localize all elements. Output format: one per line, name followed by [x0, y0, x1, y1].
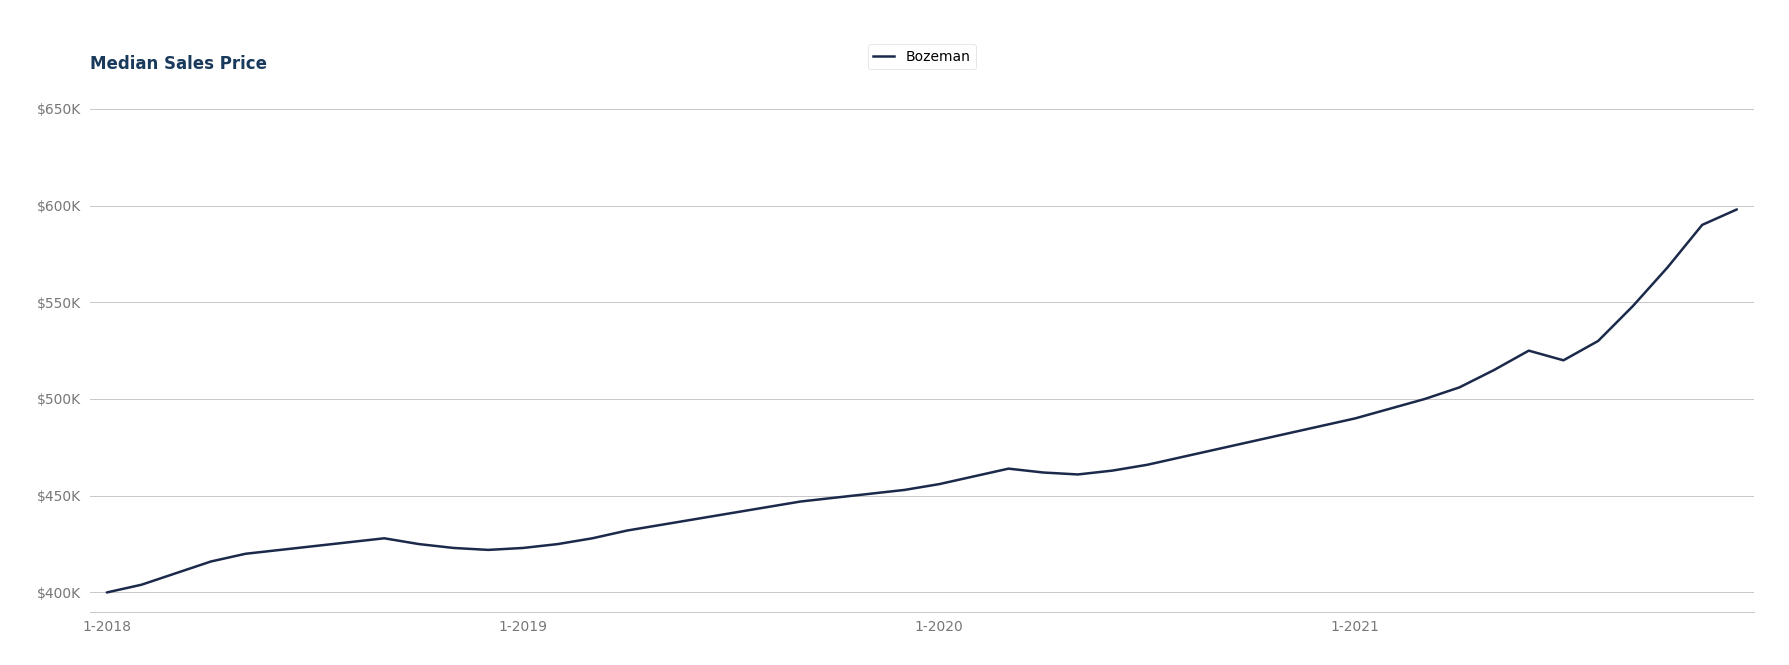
Legend: Bozeman: Bozeman: [868, 44, 975, 69]
Text: Median Sales Price: Median Sales Price: [89, 55, 267, 72]
